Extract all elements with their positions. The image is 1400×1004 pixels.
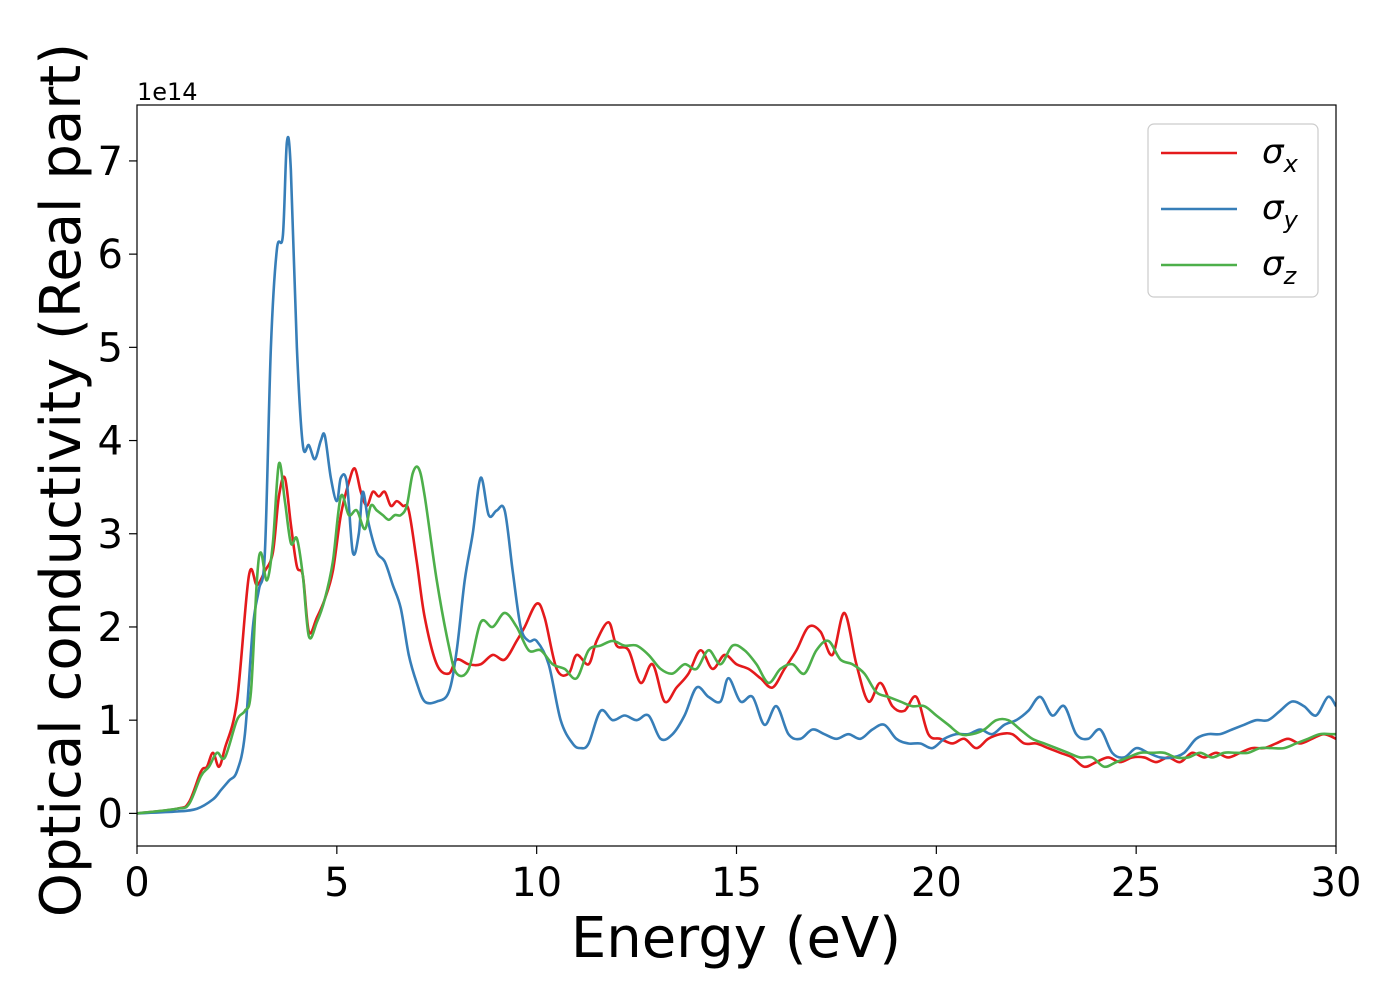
y-tick-label: 4 (98, 419, 123, 465)
x-tick-label: 30 (1311, 860, 1362, 906)
series-line-z (137, 461, 1336, 815)
y-tick-label: 3 (98, 512, 123, 558)
legend-label-subscript: y (1283, 206, 1299, 234)
x-axis-label: Energy (eV) (571, 906, 901, 971)
y-tick-label: 1 (98, 698, 123, 744)
legend-label-y: σy (1262, 188, 1299, 234)
legend-label-x: σx (1262, 132, 1299, 178)
ticks-layer: 0 5 10 15 20 25 30 0 1 2 3 4 5 6 7 (98, 139, 1362, 906)
legend-label-subscript: z (1283, 262, 1298, 290)
series-layer (137, 135, 1336, 815)
x-tick-label: 5 (324, 860, 349, 906)
legend-box (1147, 123, 1319, 298)
x-tick-label: 0 (124, 860, 149, 906)
x-tick-label: 25 (1111, 860, 1162, 906)
y-axis-label: Optical conductivity (Real part) (29, 43, 94, 917)
series-line-x (137, 467, 1336, 815)
y-tick-label: 6 (98, 232, 123, 278)
x-tick-label: 15 (711, 860, 762, 906)
y-tick-label: 0 (98, 791, 123, 837)
y-tick-label: 2 (98, 605, 123, 651)
y-tick-label: 7 (98, 139, 123, 185)
y-tick-label: 5 (98, 325, 123, 371)
x-tick-label: 10 (511, 860, 562, 906)
x-tick-label: 20 (911, 860, 962, 906)
series-line-y (137, 135, 1336, 815)
y-axis-multiplier: 1e14 (137, 78, 198, 106)
legend-label-subscript: x (1283, 150, 1299, 178)
